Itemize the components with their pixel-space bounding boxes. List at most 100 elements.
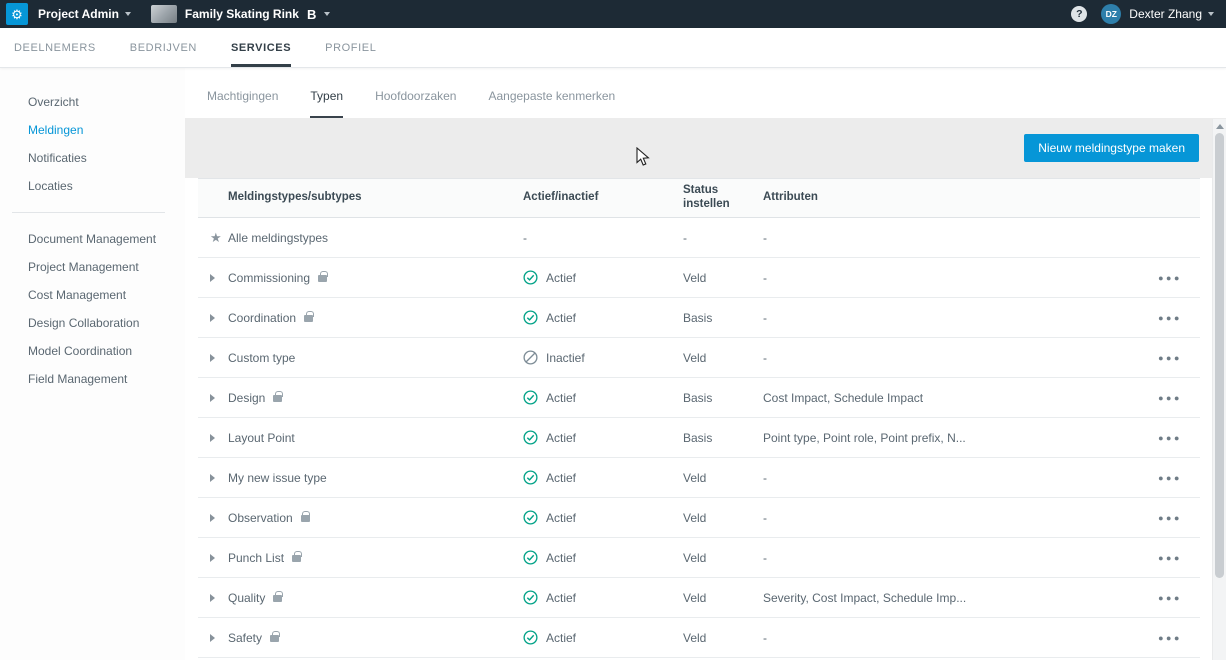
expand-caret-icon[interactable] [210, 473, 215, 482]
status-label: Actief [546, 550, 577, 565]
active-check-icon [523, 390, 538, 405]
row-menu-button[interactable]: ●●● [1158, 352, 1182, 363]
row-menu-button[interactable]: ●●● [1158, 312, 1182, 323]
expand-caret-icon[interactable] [210, 553, 215, 562]
row-icon-cell: ★ [210, 593, 228, 602]
sidebar-item[interactable]: Overzicht [28, 95, 79, 109]
type-name-cell: Punch List [228, 551, 523, 565]
status-label: Actief [546, 310, 577, 325]
expand-caret-icon[interactable] [210, 313, 215, 322]
type-name: Coordination [228, 310, 297, 325]
lock-icon [318, 271, 328, 282]
lock-icon [270, 631, 280, 642]
attributes-value: - [763, 270, 767, 285]
sidebar-item[interactable]: Cost Management [28, 288, 127, 302]
sidebar-item[interactable]: Meldingen [28, 123, 84, 137]
main-nav-tab[interactable]: DEELNEMERS [14, 41, 96, 54]
table-row[interactable]: ★ Coordination [198, 298, 1200, 338]
module-menu[interactable]: Project Admin [38, 7, 131, 21]
row-menu-button[interactable]: ●●● [1158, 592, 1182, 603]
type-name-cell: Quality [228, 591, 523, 605]
set-status-value: Veld [683, 510, 707, 525]
expand-caret-icon[interactable] [210, 273, 215, 282]
sidebar-item[interactable]: Field Management [28, 372, 128, 386]
row-menu-button[interactable]: ●●● [1158, 512, 1182, 523]
row-menu-button[interactable]: ●●● [1158, 472, 1182, 483]
table-row[interactable]: ★ Safety [198, 618, 1200, 658]
main-nav: DEELNEMERS BEDRIJVEN SERVICES PROFIEL [0, 28, 1226, 68]
active-check-icon [523, 430, 538, 445]
attributes-value: Point type, Point role, Point prefix, N.… [763, 430, 966, 445]
row-icon-cell: ★ [210, 231, 228, 244]
row-icon-cell: ★ [210, 393, 228, 402]
type-name: Commissioning [228, 270, 311, 285]
row-icon-cell: ★ [210, 633, 228, 642]
expand-caret-icon[interactable] [210, 513, 215, 522]
expand-caret-icon[interactable] [210, 593, 215, 602]
status-label: Actief [546, 590, 577, 605]
row-icon-cell: ★ [210, 433, 228, 442]
active-status-cell: Actief [523, 470, 683, 485]
expand-caret-icon[interactable] [210, 633, 215, 642]
content-tab[interactable]: Hoofdoorzaken [375, 89, 457, 103]
table-row[interactable]: ★ Quality [198, 578, 1200, 618]
active-check-icon [523, 550, 538, 565]
row-menu-button[interactable]: ●●● [1158, 632, 1182, 643]
sidebar-item[interactable]: Locaties [28, 179, 73, 193]
active-status-cell: Actief [523, 630, 683, 645]
main-nav-tab[interactable]: PROFIEL [325, 41, 377, 54]
table-row[interactable]: ★ Observation [198, 498, 1200, 538]
sidebar-item[interactable]: Project Management [28, 260, 139, 274]
expand-caret-icon[interactable] [210, 353, 215, 362]
row-menu-button[interactable]: ●●● [1158, 432, 1182, 443]
scrollbar-thumb[interactable] [1215, 133, 1224, 578]
lock-icon [292, 551, 302, 562]
row-menu-button[interactable]: ●●● [1158, 392, 1182, 403]
project-menu[interactable]: Family Skating Rink B [184, 7, 331, 22]
table-row[interactable]: ★ Commissioning [198, 258, 1200, 298]
main-nav-tab[interactable]: BEDRIJVEN [129, 41, 197, 54]
sidebar-item[interactable]: Model Coordination [28, 344, 133, 358]
content-tab[interactable]: Machtigingen [207, 89, 279, 103]
status-label: Inactief [546, 350, 585, 365]
table-row[interactable]: ★ Alle meldingstypes [198, 218, 1200, 258]
sidebar-item[interactable]: Notificaties [28, 151, 87, 165]
table-row[interactable]: ★ My new issue type [198, 458, 1200, 498]
active-check-icon [523, 310, 538, 325]
main-nav-tab[interactable]: SERVICES [230, 28, 292, 67]
user-menu[interactable]: Dexter Zhang [1129, 7, 1214, 21]
set-status-value: Basis [683, 430, 713, 445]
row-menu-cell: ●●● [1140, 593, 1200, 603]
project-name: Family Skating Rink [184, 7, 299, 21]
vertical-scrollbar[interactable] [1212, 119, 1226, 660]
expand-caret-icon[interactable] [210, 393, 215, 402]
active-status-cell: Inactief [523, 350, 683, 365]
create-issue-type-button[interactable]: Nieuw meldingstype maken [1024, 134, 1199, 162]
app-switcher-button[interactable]: ⚙ [6, 3, 28, 25]
active-check-icon [523, 470, 538, 485]
expand-caret-icon[interactable] [210, 433, 215, 442]
table-row[interactable]: ★ Design [198, 378, 1200, 418]
active-status-cell: - [523, 231, 683, 245]
attributes-value: - [763, 630, 767, 645]
module-label: Project Admin [38, 7, 119, 21]
type-name: Observation [228, 510, 293, 525]
gear-icon: ⚙ [11, 6, 23, 22]
content-tab[interactable]: Typen [310, 89, 344, 118]
table-row[interactable]: ★ Custom type [198, 338, 1200, 378]
scrollbar-up-arrow-icon[interactable] [1215, 124, 1224, 129]
avatar[interactable]: DZ [1101, 4, 1122, 24]
content-tab[interactable]: Aangepaste kenmerken [488, 89, 616, 103]
row-menu-button[interactable]: ●●● [1158, 272, 1182, 283]
set-status-value: Basis [683, 390, 713, 405]
sidebar-item[interactable]: Design Collaboration [28, 316, 140, 330]
row-menu-cell: ●●● [1140, 473, 1200, 483]
help-button[interactable]: ? [1071, 6, 1088, 22]
type-name: Alle meldingstypes [228, 230, 329, 245]
sidebar-item[interactable]: Document Management [28, 232, 157, 246]
row-menu-button[interactable]: ●●● [1158, 552, 1182, 563]
active-status-cell: Actief [523, 390, 683, 405]
table-row[interactable]: ★ Layout Point [198, 418, 1200, 458]
chevron-down-icon [124, 12, 131, 16]
table-row[interactable]: ★ Punch List [198, 538, 1200, 578]
